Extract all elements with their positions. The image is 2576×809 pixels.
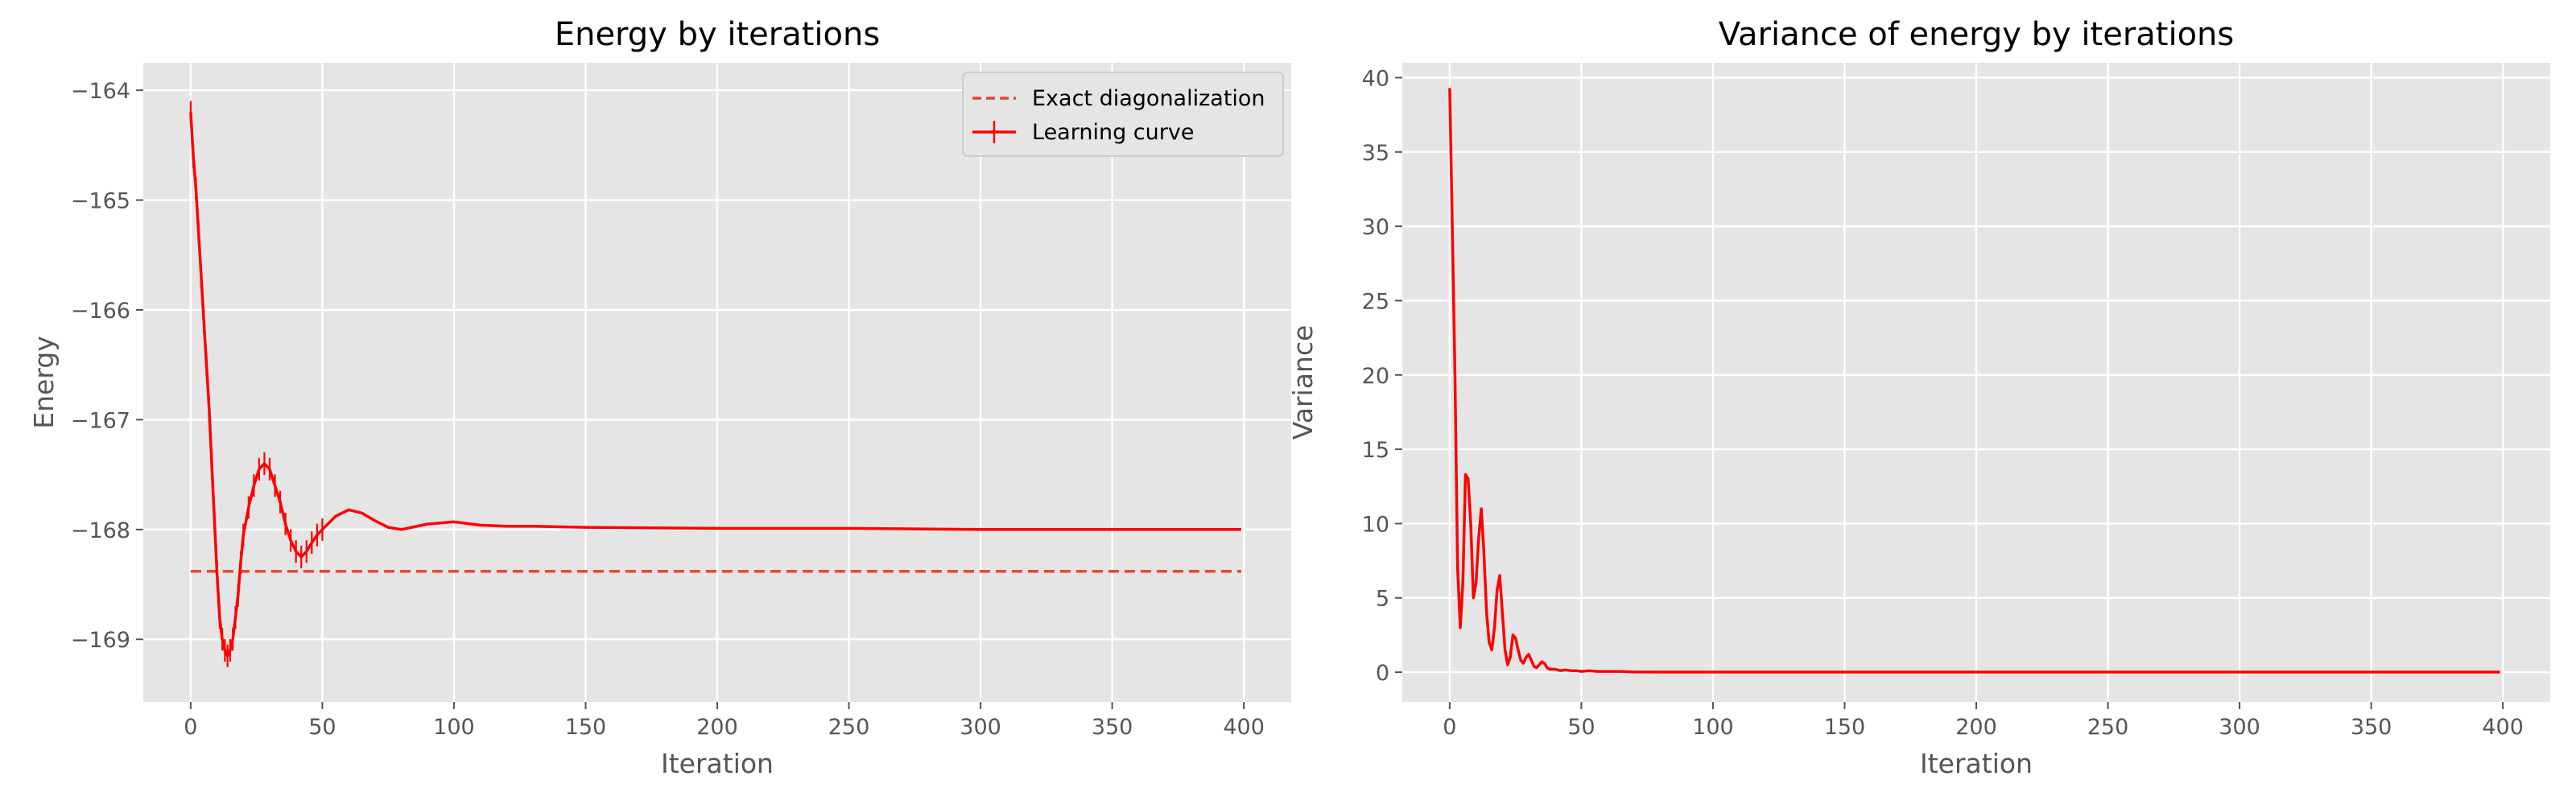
y-tick-label: −168 bbox=[71, 518, 130, 543]
x-tick-label: 250 bbox=[2087, 715, 2129, 740]
y-tick-label: 15 bbox=[1362, 438, 1389, 463]
y-tick-label: 10 bbox=[1362, 512, 1389, 537]
energy-legend: Exact diagonalization Learning curve bbox=[962, 72, 1284, 157]
y-tick-label: 25 bbox=[1362, 289, 1389, 314]
energy-y-axis-label: Energy bbox=[28, 336, 60, 429]
x-tick-label: 250 bbox=[828, 715, 870, 740]
y-tick-label: 20 bbox=[1362, 364, 1389, 389]
y-tick-label: 5 bbox=[1376, 587, 1389, 612]
variance-chart: 0 50 100 150 200 250 300 350 400 0 5 10 15 20 25 30 35 40… bbox=[1287, 16, 2550, 779]
y-tick-label: −166 bbox=[71, 299, 130, 324]
x-tick-label: 150 bbox=[565, 715, 607, 740]
energy-series bbox=[189, 101, 1241, 667]
x-tick-label: 0 bbox=[184, 715, 197, 740]
x-tick-label: 300 bbox=[960, 715, 1001, 740]
y-tick-label: 35 bbox=[1362, 141, 1389, 166]
y-tick-label: −164 bbox=[71, 79, 130, 104]
x-tick-label: 350 bbox=[1092, 715, 1133, 740]
variance-chart-title: Variance of energy by iterations bbox=[1719, 16, 2234, 53]
variance-y-axis-label: Variance bbox=[1287, 325, 1319, 440]
x-tick-label: 0 bbox=[1443, 715, 1456, 740]
x-tick-label: 150 bbox=[1824, 715, 1866, 740]
y-tick-label: 40 bbox=[1362, 66, 1389, 91]
x-tick-label: 50 bbox=[308, 715, 336, 740]
y-tick-label: 30 bbox=[1362, 215, 1389, 240]
legend-box bbox=[962, 72, 1284, 157]
variance-x-axis-label: Iteration bbox=[1920, 748, 2033, 779]
energy-ticks: 0 50 100 150 200 250 300 350 400 −169 −168 −167 −166… bbox=[71, 79, 1265, 740]
x-tick-label: 300 bbox=[2219, 715, 2260, 740]
series-line-series-0 bbox=[1448, 88, 2500, 674]
x-tick-label: 400 bbox=[1223, 715, 1265, 740]
energy-chart: 0 50 100 150 200 250 300 350 400 −169 −168 −167 −166… bbox=[28, 16, 1291, 779]
x-tick-label: 200 bbox=[1955, 715, 1997, 740]
y-tick-label: −169 bbox=[71, 628, 130, 653]
x-tick-label: 100 bbox=[1692, 715, 1734, 740]
variance-series bbox=[1448, 88, 2500, 674]
y-tick-label: −167 bbox=[71, 408, 130, 433]
energy-x-axis-label: Iteration bbox=[661, 748, 774, 779]
legend-label-learning-curve: Learning curve bbox=[1032, 120, 1194, 145]
y-tick-label: −165 bbox=[71, 189, 130, 214]
energy-chart-title: Energy by iterations bbox=[555, 16, 880, 53]
legend-label-exact-diagonalization: Exact diagonalization bbox=[1032, 86, 1265, 111]
variance-ticks: 0 50 100 150 200 250 300 350 400 0 5 10 15 20 25 30 35 40 bbox=[1362, 66, 2524, 740]
x-tick-label: 100 bbox=[433, 715, 475, 740]
y-tick-label: 0 bbox=[1376, 661, 1389, 686]
x-tick-label: 50 bbox=[1567, 715, 1595, 740]
x-tick-label: 400 bbox=[2482, 715, 2524, 740]
x-tick-label: 200 bbox=[696, 715, 738, 740]
x-tick-label: 350 bbox=[2351, 715, 2392, 740]
